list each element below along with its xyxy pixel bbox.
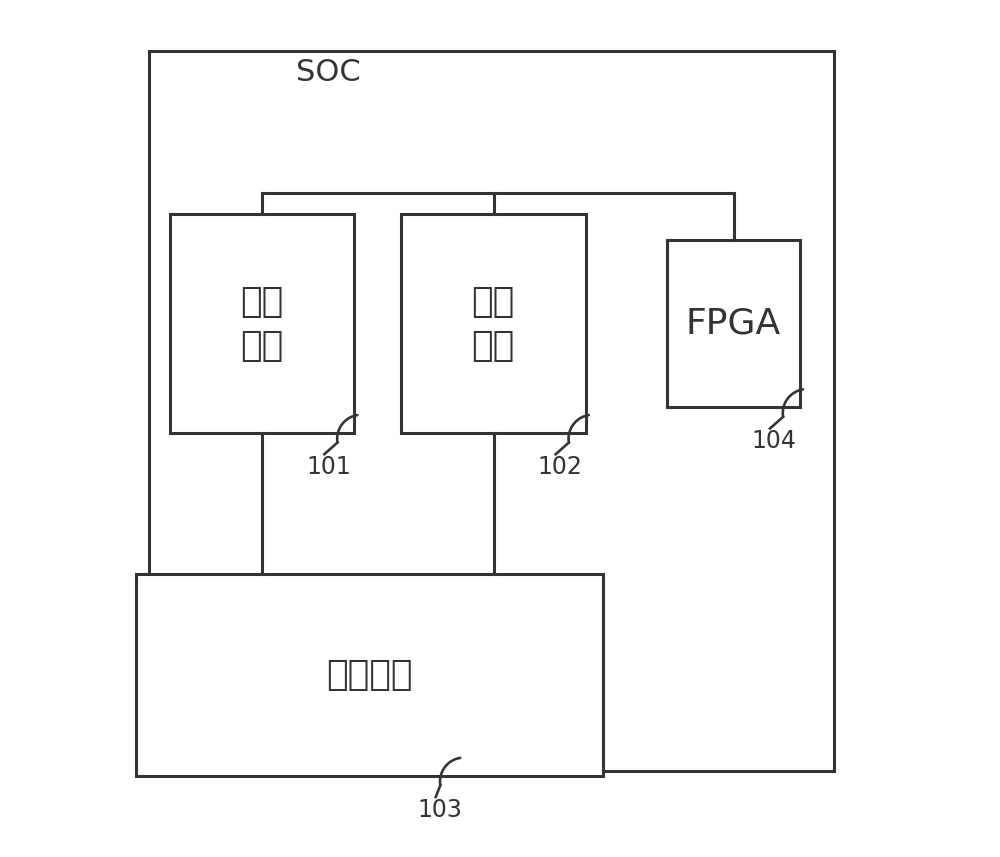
Text: 共享内存: 共享内存 xyxy=(326,658,413,692)
Text: 第一
内核: 第一 内核 xyxy=(240,285,283,363)
Bar xyxy=(667,240,800,407)
Text: 101: 101 xyxy=(306,455,351,479)
Bar xyxy=(170,214,354,433)
Text: FPGA: FPGA xyxy=(685,307,781,341)
Bar xyxy=(149,51,834,771)
Bar xyxy=(136,574,603,776)
Text: 第二
内核: 第二 内核 xyxy=(472,285,515,363)
Text: 104: 104 xyxy=(752,429,797,453)
Text: 102: 102 xyxy=(538,455,582,479)
Text: 103: 103 xyxy=(418,798,462,822)
Bar xyxy=(401,214,586,433)
Text: SOC: SOC xyxy=(296,58,361,87)
